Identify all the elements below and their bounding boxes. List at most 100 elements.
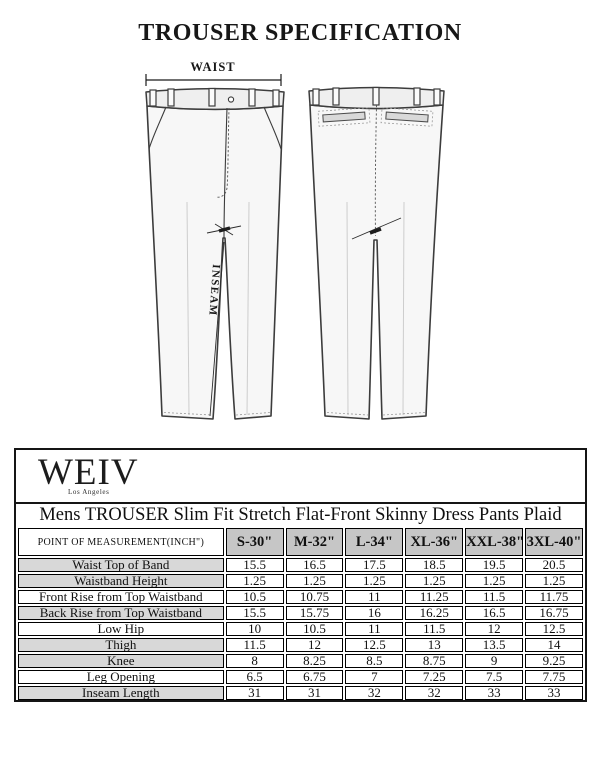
table-row: Back Rise from Top Waistband 15.5 15.75 16 1…: [18, 606, 583, 620]
measurement-value: 17.5: [345, 558, 404, 572]
brand-logo-area: WEIV Los Angeles: [16, 450, 585, 502]
measurement-value: 11.75: [525, 590, 583, 604]
table-row: Leg Opening 6.5 6.75 7 7.25 7.5 7.75: [18, 670, 583, 684]
measurement-value: 1.25: [465, 574, 524, 588]
measurement-value: 10.5: [225, 590, 284, 604]
size-column-header: L-34": [345, 528, 404, 556]
measurement-value: 11: [345, 622, 404, 636]
size-column-header: 3XL-40": [525, 528, 583, 556]
inseam-line: [209, 241, 225, 417]
measurement-value: 15.5: [225, 606, 284, 620]
measurement-value: 9.25: [525, 654, 583, 668]
front-crotch-tack: [206, 223, 242, 236]
measurement-label: Back Rise from Top Waistband: [18, 606, 224, 620]
table-row: Waistband Height 1.25 1.25 1.25 1.25 1.25 1.25: [18, 574, 583, 588]
back-right-welt-pocket: [380, 107, 434, 127]
size-column-header: XXL-38": [465, 528, 524, 556]
measurement-label: Thigh: [18, 638, 224, 652]
waist-dimension: WAIST: [145, 60, 282, 86]
measurement-value: 8.5: [345, 654, 404, 668]
size-column-header: S-30": [225, 528, 284, 556]
trouser-technical-drawing: WAIST INSEAM: [145, 60, 445, 420]
measurement-value: 18.5: [405, 558, 464, 572]
inseam-label: INSEAM: [206, 264, 222, 317]
back-left-welt-pocket: [317, 107, 371, 127]
trouser-front-drawing: [145, 87, 285, 420]
point-of-measurement-header: POINT OF MEASUREMENT(INCH"): [18, 528, 224, 556]
brand-logo-subtext: Los Angeles: [68, 488, 110, 496]
measurement-value: 16.75: [525, 606, 583, 620]
measurement-value: 6.75: [285, 670, 344, 684]
waist-label: WAIST: [190, 60, 235, 74]
measurement-value: 33: [525, 686, 583, 700]
front-right-hem-stitch: [235, 412, 271, 416]
measurement-value: 7.5: [465, 670, 524, 684]
front-body: [146, 105, 284, 420]
front-left-crease: [186, 201, 190, 416]
measurement-label: Front Rise from Top Waistband: [18, 590, 224, 604]
measurement-table: POINT OF MEASUREMENT(INCH") S-30" M-32" L-…: [16, 526, 585, 700]
brand-logo: WEIV: [38, 452, 139, 493]
back-center-seam: [374, 104, 377, 237]
measurement-value: 8.25: [285, 654, 344, 668]
measurement-value: 10.75: [285, 590, 344, 604]
measurement-value: 7.75: [525, 670, 583, 684]
measurement-value: 11.25: [405, 590, 464, 604]
table-row: Inseam Length 31 31 32 32 33 33: [18, 686, 583, 700]
trouser-back-drawing: [308, 86, 445, 420]
size-column-header: XL-36": [405, 528, 464, 556]
measurement-value: 15.75: [285, 606, 344, 620]
measurement-value: 32: [345, 686, 404, 700]
measurement-value: 1.25: [285, 574, 344, 588]
measurement-value: 11.5: [405, 622, 464, 636]
measurement-value: 1.25: [345, 574, 404, 588]
back-left-crease: [346, 201, 349, 416]
measurement-label: Waistband Height: [18, 574, 224, 588]
back-crotch-tack: [351, 217, 402, 240]
measurement-value: 32: [405, 686, 464, 700]
measurement-value: 1.25: [525, 574, 583, 588]
table-header-row: POINT OF MEASUREMENT(INCH") S-30" M-32" L-…: [18, 528, 583, 556]
front-left-hem-stitch: [163, 412, 213, 416]
table-row: Low Hip 10 10.5 11 11.5 12 12.5: [18, 622, 583, 636]
measurement-value: 1.25: [405, 574, 464, 588]
front-left-pocket: [148, 106, 167, 150]
measurement-label: Knee: [18, 654, 224, 668]
measurement-label: Inseam Length: [18, 686, 224, 700]
measurement-value: 16: [345, 606, 404, 620]
measurement-value: 11: [345, 590, 404, 604]
measurement-value: 7: [345, 670, 404, 684]
measurement-value: 19.5: [465, 558, 524, 572]
page-title: TROUSER SPECIFICATION: [138, 20, 462, 46]
product-title: Mens TROUSER Slim Fit Stretch Flat-Front…: [16, 502, 585, 526]
table-row: Thigh 11.5 12 12.5 13 13.5 14: [18, 638, 583, 652]
front-fly-stitch: [215, 107, 230, 198]
measurement-value: 9: [465, 654, 524, 668]
measurement-value: 10.5: [285, 622, 344, 636]
back-right-hem-stitch: [382, 412, 426, 416]
measurement-value: 8: [225, 654, 284, 668]
measurement-value: 31: [225, 686, 284, 700]
measurement-value: 14: [525, 638, 583, 652]
measurement-value: 7.25: [405, 670, 464, 684]
measurement-value: 16.5: [465, 606, 524, 620]
table-row: Waist Top of Band 15.5 16.5 17.5 18.5 19.5 20.…: [18, 558, 583, 572]
back-left-hem-stitch: [326, 412, 369, 416]
back-body: [309, 104, 444, 420]
measurement-value: 12: [285, 638, 344, 652]
inseam-dimension: INSEAM: [206, 241, 225, 417]
front-button: [227, 96, 235, 103]
measurement-value: 13.5: [465, 638, 524, 652]
size-column-header: M-32": [285, 528, 344, 556]
measurement-value: 20.5: [525, 558, 583, 572]
back-belt-loops: [312, 86, 441, 106]
measurement-label: Waist Top of Band: [18, 558, 224, 572]
measurement-value: 16.5: [285, 558, 344, 572]
measurement-value: 6.5: [225, 670, 284, 684]
measurement-value: 10: [225, 622, 284, 636]
front-belt-loops: [149, 87, 280, 107]
measurement-value: 16.25: [405, 606, 464, 620]
measurement-value: 13: [405, 638, 464, 652]
table-row: Knee 8 8.25 8.5 8.75 9 9.25: [18, 654, 583, 668]
measurement-label: Leg Opening: [18, 670, 224, 684]
